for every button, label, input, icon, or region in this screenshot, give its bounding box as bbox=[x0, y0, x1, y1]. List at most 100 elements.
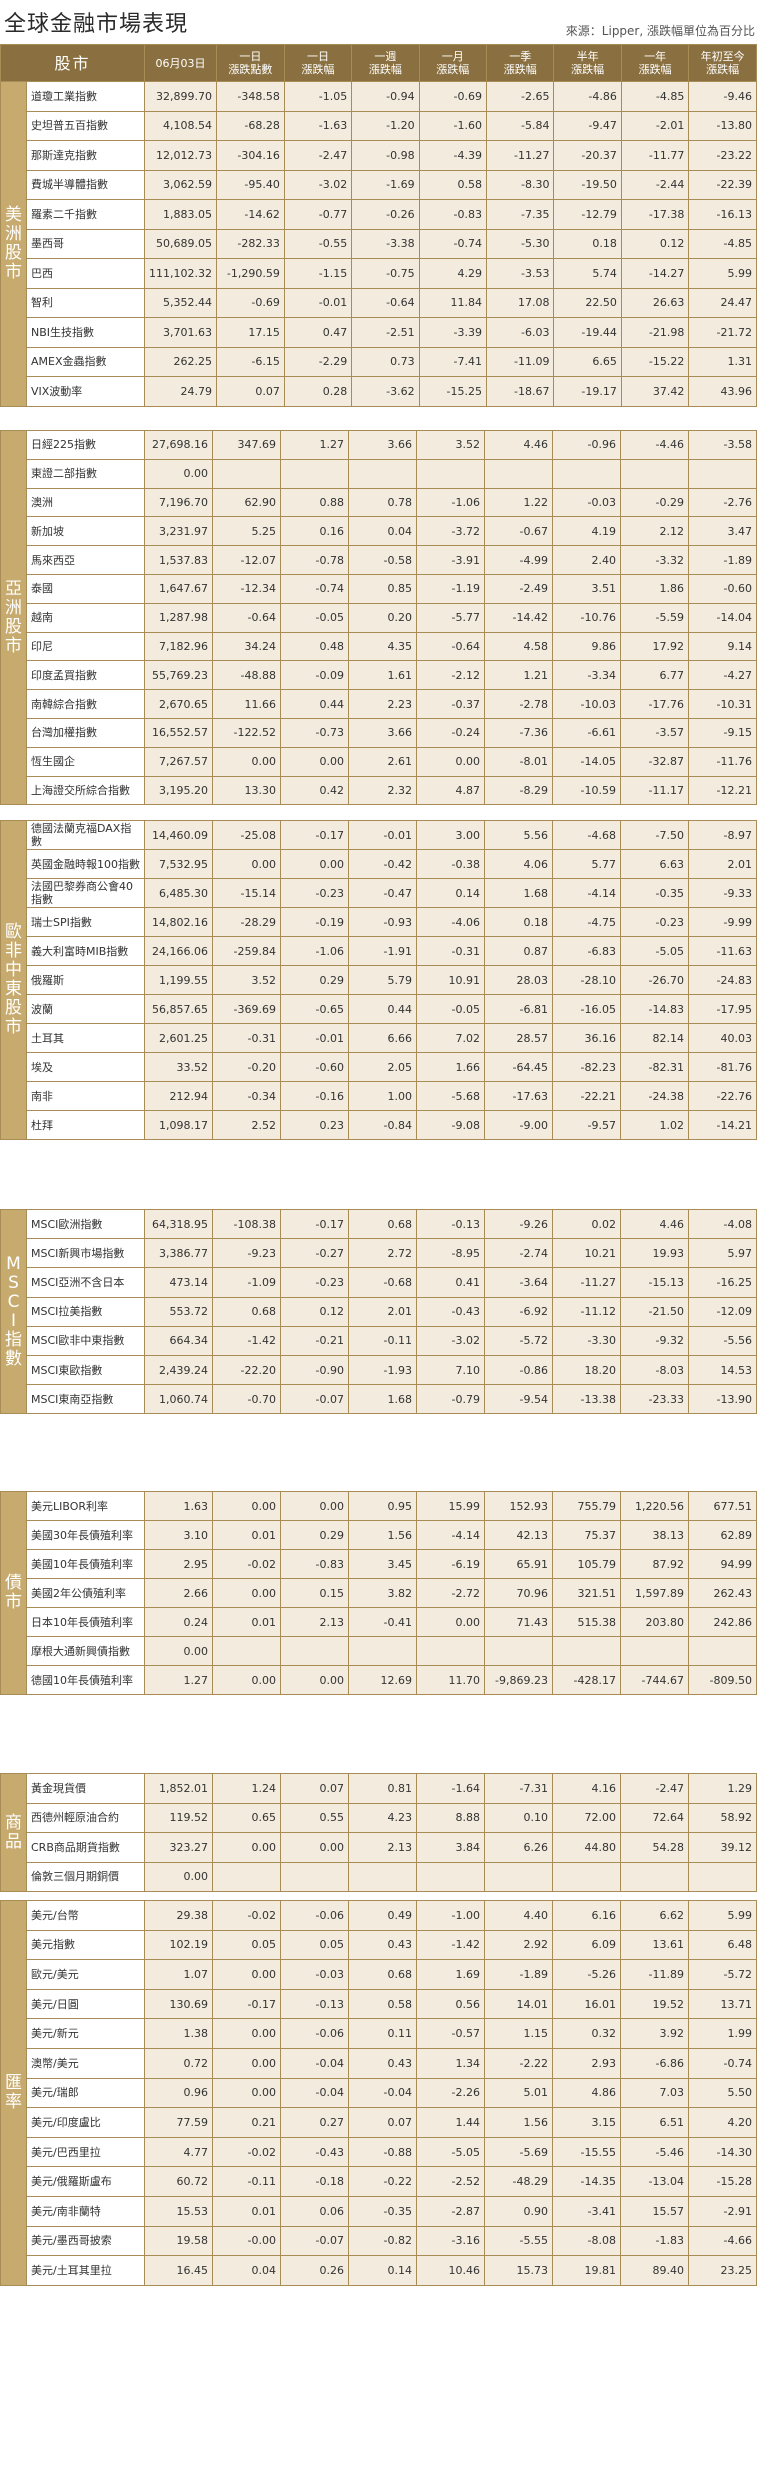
row-value: -0.83 bbox=[280, 1549, 349, 1579]
row-name: 德國10年長債殖利率 bbox=[26, 1665, 145, 1695]
section-table-4: 債市美元LIBOR利率 1.63 0.00 0.00 0.95 15.99 152.93 75… bbox=[0, 1491, 757, 1695]
row-name: MSCI歐洲指數 bbox=[26, 1208, 145, 1240]
row-value: 1.44 bbox=[416, 2107, 485, 2138]
row-value: 29.38 bbox=[144, 1900, 213, 1931]
row-value: -1.89 bbox=[484, 1959, 553, 1990]
row-value: 1,220.56 bbox=[620, 1491, 689, 1521]
row-value bbox=[416, 458, 485, 489]
row-value: 28.57 bbox=[484, 1023, 553, 1053]
row-name: 美元/台幣 bbox=[26, 1900, 145, 1931]
section-label: 亞洲股市 bbox=[0, 429, 27, 806]
row-name: 南韓綜合指數 bbox=[26, 689, 145, 719]
row-value: -0.05 bbox=[416, 994, 485, 1024]
row-value: -0.05 bbox=[280, 602, 349, 633]
row-value bbox=[552, 458, 621, 489]
row-value: -0.01 bbox=[348, 820, 417, 850]
row-value: 0.58 bbox=[418, 169, 488, 200]
row-value: -3.39 bbox=[418, 317, 488, 348]
row-value: -3.16 bbox=[416, 2225, 485, 2257]
row-value: -2.51 bbox=[351, 317, 420, 348]
row-name: 美元/日圓 bbox=[26, 1988, 145, 2020]
row-value: -18.67 bbox=[486, 376, 555, 407]
row-value: 0.41 bbox=[416, 1267, 485, 1298]
row-value: 0.18 bbox=[484, 907, 553, 937]
row-name: 羅素二千指數 bbox=[26, 199, 145, 230]
row-name: NBI生技指數 bbox=[26, 317, 145, 348]
row-value: -4.68 bbox=[552, 820, 621, 850]
row-value: 5.25 bbox=[212, 516, 281, 547]
row-value: -12.07 bbox=[212, 545, 281, 575]
row-name: 美元/新元 bbox=[26, 2018, 145, 2049]
row-value: 7.10 bbox=[416, 1354, 485, 1386]
row-name: 土耳其 bbox=[26, 1023, 145, 1053]
row-value: 1,597.89 bbox=[620, 1578, 689, 1608]
row-value: -15.25 bbox=[418, 376, 488, 407]
row-value: 0.96 bbox=[144, 2077, 213, 2109]
row-value: -0.83 bbox=[418, 199, 488, 230]
row-value: -0.26 bbox=[351, 199, 420, 230]
row-value: 0.87 bbox=[484, 936, 553, 966]
row-value: 6.65 bbox=[553, 346, 622, 377]
row-value: -19.50 bbox=[553, 169, 622, 200]
row-name: 美國30年長債殖利率 bbox=[26, 1520, 145, 1550]
row-value: -11.89 bbox=[620, 1959, 689, 1990]
table-row: 土耳其 2,601.25 -0.31 -0.01 6.66 7.02 28.57 36.16 8… bbox=[1, 1023, 757, 1053]
row-value: -0.31 bbox=[416, 936, 485, 966]
row-name: MSCI亞洲不含日本 bbox=[26, 1267, 145, 1298]
row-value: -0.03 bbox=[280, 1959, 349, 1990]
table-row: 上海證交所綜合指數 3,195.20 13.30 0.42 2.32 4.87 -8.29-… bbox=[1, 775, 757, 806]
row-value: 3,231.97 bbox=[144, 516, 213, 547]
row-value: 42.13 bbox=[484, 1520, 553, 1550]
row-value: -0.06 bbox=[280, 2018, 349, 2049]
row-value: 4.86 bbox=[552, 2077, 621, 2109]
header-cell: 一週 漲跌幅 bbox=[351, 44, 420, 82]
table-row: 法國巴黎券商公會40指數 6,485.30 -15.14 -0.23 -0.47 0.14… bbox=[1, 878, 757, 908]
row-value: -48.29 bbox=[484, 2166, 553, 2197]
row-value: 1.34 bbox=[416, 2047, 485, 2079]
row-value: 4.40 bbox=[484, 1900, 553, 1931]
section-label: 美洲股市 bbox=[0, 81, 27, 407]
row-name: 美元/巴西里拉 bbox=[26, 2136, 145, 2168]
row-value: -4.99 bbox=[484, 545, 553, 575]
row-value: 55,769.23 bbox=[144, 660, 213, 691]
table-row: MSCI新興市場指數 3,386.77 -9.23 -0.27 2.72 -8.95 -2.… bbox=[1, 1238, 757, 1269]
header-cell: 一日 漲跌點數 bbox=[215, 44, 285, 82]
row-value: 0.48 bbox=[280, 631, 349, 662]
row-value: 62.90 bbox=[212, 487, 281, 518]
row-value: -19.44 bbox=[553, 317, 622, 348]
row-value: 60.72 bbox=[144, 2166, 213, 2197]
row-value: -0.04 bbox=[280, 2047, 349, 2079]
row-value: -12.34 bbox=[212, 573, 281, 604]
row-value: -11.27 bbox=[486, 140, 555, 171]
row-value: -428.17 bbox=[552, 1665, 621, 1695]
row-value: -2.74 bbox=[484, 1238, 553, 1269]
row-value: -0.04 bbox=[348, 2077, 417, 2109]
row-value: -8.95 bbox=[416, 1238, 485, 1269]
row-value: -5.46 bbox=[620, 2136, 689, 2168]
row-value: -3.72 bbox=[416, 516, 485, 547]
row-value: 14,802.16 bbox=[144, 907, 213, 937]
row-value: -5.26 bbox=[552, 1959, 621, 1990]
row-value: -9.54 bbox=[484, 1384, 553, 1415]
row-value: 4.46 bbox=[620, 1208, 689, 1240]
row-value: -4.08 bbox=[688, 1208, 757, 1240]
row-value: -0.69 bbox=[418, 81, 488, 112]
row-value: -5.72 bbox=[484, 1325, 553, 1356]
row-name: CRB商品期貨指數 bbox=[26, 1832, 145, 1863]
row-value: 0.00 bbox=[280, 746, 349, 777]
row-value: 323.27 bbox=[144, 1832, 213, 1863]
table-row: 歐元/美元 1.07 0.00 -0.03 0.68 1.69 -1.89 -5.26 -11.… bbox=[1, 1959, 757, 1990]
row-value: -0.42 bbox=[348, 849, 417, 879]
table-row: 美元/墨西哥披索 19.58 -0.00 -0.07 -0.82 -3.16 -5.55 -8… bbox=[1, 2225, 757, 2257]
row-value: -0.60 bbox=[280, 1052, 349, 1082]
row-value: 40.03 bbox=[688, 1023, 757, 1053]
row-name: 日本10年長債殖利率 bbox=[26, 1607, 145, 1637]
header-cell: 一日 漲跌幅 bbox=[283, 44, 353, 82]
row-value: 0.95 bbox=[348, 1491, 417, 1521]
row-value: 5.99 bbox=[688, 1900, 757, 1931]
row-value: 4.19 bbox=[552, 516, 621, 547]
row-value: 34.24 bbox=[212, 631, 281, 662]
table-row: 俄羅斯 1,199.55 3.52 0.29 5.79 10.91 28.03 -28.10-… bbox=[1, 965, 757, 995]
table-row: 泰國 1,647.67 -12.34 -0.74 0.85 -1.19 -2.49 3.51 1… bbox=[1, 573, 757, 604]
row-value: -0.90 bbox=[280, 1354, 349, 1386]
